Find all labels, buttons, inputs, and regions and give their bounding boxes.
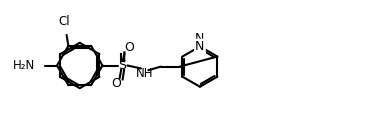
Text: S: S [119, 59, 126, 72]
Text: NH: NH [136, 67, 153, 80]
Text: O: O [111, 77, 121, 90]
Text: N: N [195, 32, 205, 45]
Text: N: N [195, 40, 205, 53]
Text: O: O [124, 41, 134, 54]
Text: Cl: Cl [58, 15, 70, 28]
Text: H₂N: H₂N [13, 59, 35, 72]
